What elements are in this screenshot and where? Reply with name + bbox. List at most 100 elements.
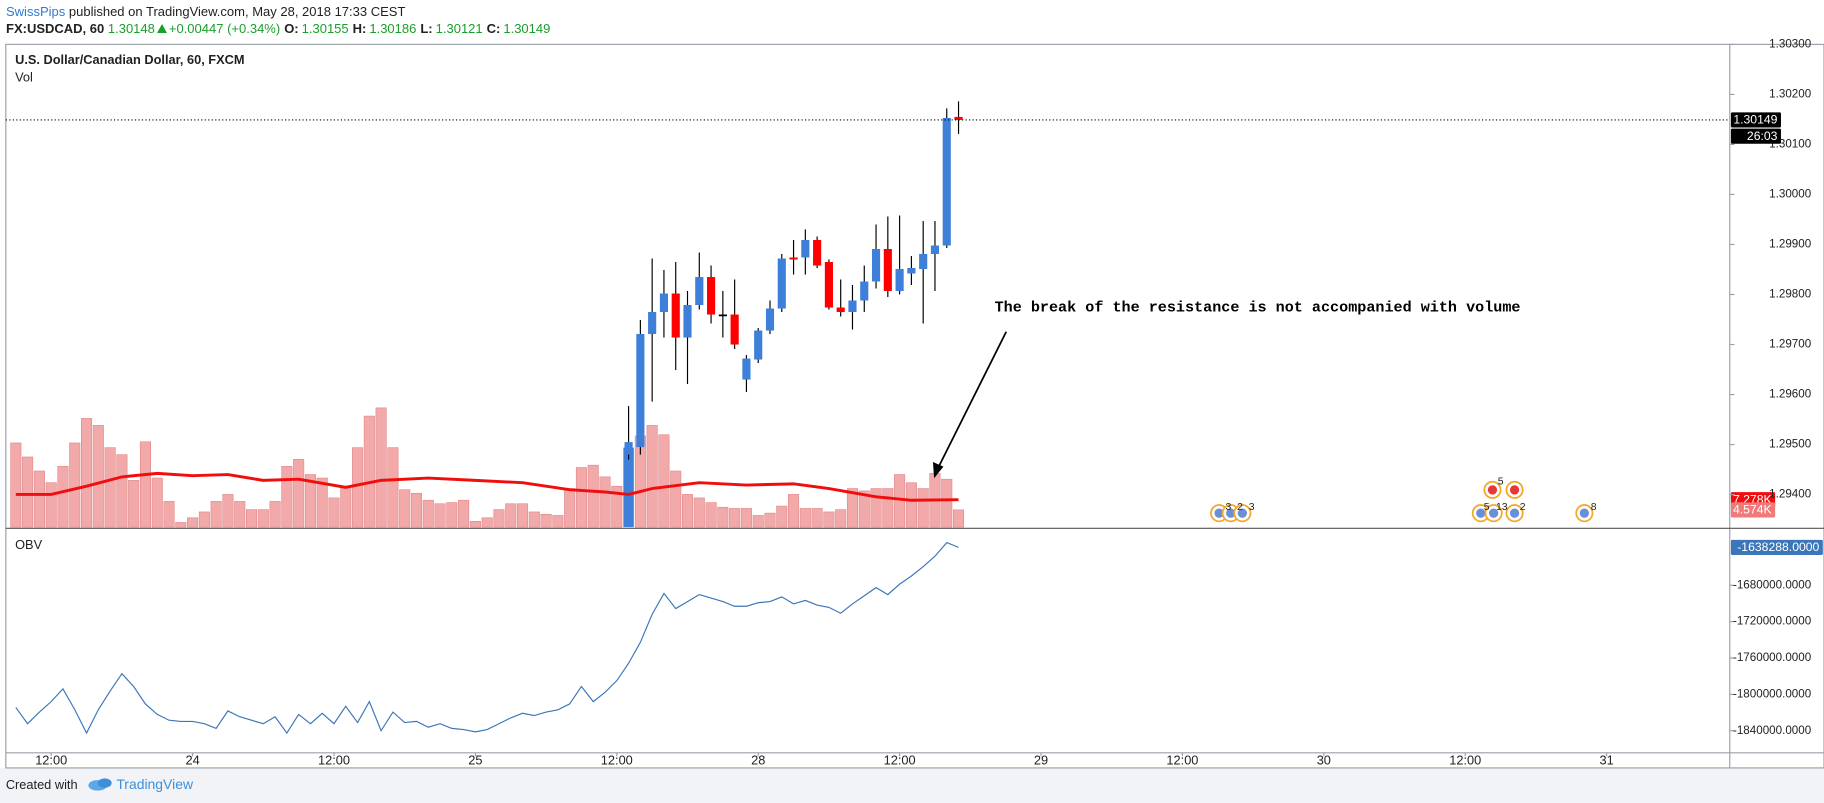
volume-bar [422,499,434,528]
volume-bar [304,474,316,528]
x-tick-label: 30 [1317,752,1331,767]
volume-bar [269,501,281,528]
candle-body [648,312,657,335]
price-layer [624,101,963,460]
volume-bar [953,509,965,528]
volume-bar [882,488,894,528]
volume-bar [575,467,587,528]
field-value: 1.30149 [503,21,551,36]
event-flag [1509,485,1520,495]
volume-bar [917,488,929,528]
publish-line: SwissPips published on TradingView.com, … [6,3,550,20]
volume-bar [210,501,222,528]
candle-body [718,314,727,317]
x-tick-label: 12:00 [884,752,916,767]
event-flag [1237,508,1248,518]
y-tick-label: 1.30300 [1769,37,1812,50]
volume-ma-line [15,471,959,502]
event-count: 5 [1498,477,1504,488]
volume-bar [870,488,882,528]
annotation: The break of the resistance is not accom… [995,298,1521,316]
y-tick-label: 1.29900 [1769,238,1812,251]
volume-bar [81,418,93,528]
candle-body [824,261,833,308]
volume-bar [587,464,599,528]
volume-bar [693,497,705,528]
author[interactable]: SwissPips [6,4,66,19]
y-tick-label: 1.29400 [1769,488,1812,501]
candle-body [636,334,645,448]
volume-bar [139,441,151,528]
annotation-arrow [935,331,1008,472]
volume-bar [941,478,953,528]
volume-bar [316,477,328,528]
volume-bar [281,466,293,528]
volume-bar [187,517,199,528]
obv-line [15,541,959,735]
volume-bar [10,442,22,528]
y-tick-label: 1.29600 [1769,388,1812,401]
volume-last-label-bg [1730,502,1776,518]
candle-body [954,116,963,120]
volume-bar [481,517,493,528]
volume-bar [328,497,340,528]
tradingview-logo [88,778,112,791]
event-flag [1226,508,1236,518]
candle-body [907,267,916,274]
event-count: 3 [1249,502,1255,513]
volume-bar [92,425,104,528]
candle-body [895,268,904,292]
pane-title: Vol [15,69,33,84]
obv-last-label-bg [1730,539,1823,555]
obv-last-label: -1638288.0000 [1737,540,1819,554]
volume-bar [905,482,917,528]
volume-bar [799,508,811,528]
x-tick-label: 28 [751,752,765,767]
footer-brand[interactable]: TradingView [116,776,194,792]
volume-bar [116,454,128,528]
y-tick-label: -1720000.0000 [1733,615,1812,628]
volume-bar [446,502,458,528]
event-count: 2 [1237,502,1243,513]
volume-bar [623,447,634,528]
candle-body [813,239,822,266]
volume-bar [222,494,234,528]
event-flag [1487,485,1498,495]
arrow-head [932,461,944,479]
last-price-label-bg [1730,112,1781,128]
volume-bar [846,488,859,528]
candle-body [671,293,680,338]
candle-body [848,300,857,313]
header: SwissPips published on TradingView.com, … [6,3,550,37]
volume-bar [458,499,470,528]
volume-bar [788,494,800,528]
candle-body [871,248,881,282]
volume-bar [352,447,364,528]
volume-bar [811,508,823,528]
x-tick-label: 12:00 [318,752,350,767]
footer-bar [0,767,1824,803]
volume-bar [493,509,505,528]
candle-body [730,314,739,345]
volume-bar [564,488,576,528]
volume-bar [469,520,481,528]
countdown-label: 26:03 [1747,129,1778,143]
x-tick-label: 12:00 [1166,752,1198,767]
candle-body [683,305,692,338]
field-value: 1.30121 [435,21,483,36]
candle-body [883,248,892,292]
volume-bar [658,434,670,528]
x-tick-label: 31 [1600,752,1614,767]
volume-bar [505,503,517,528]
volume-bar [33,470,45,528]
volume-bar [740,508,752,528]
volume-bar [22,456,34,528]
last: 1.30148 [107,21,155,36]
y-tick-label: -1800000.0000 [1733,687,1812,700]
volume-bar [399,489,411,528]
y-tick-label: 1.29800 [1769,288,1812,301]
event-flag [1488,508,1499,518]
footer-created: Created with [6,777,78,792]
